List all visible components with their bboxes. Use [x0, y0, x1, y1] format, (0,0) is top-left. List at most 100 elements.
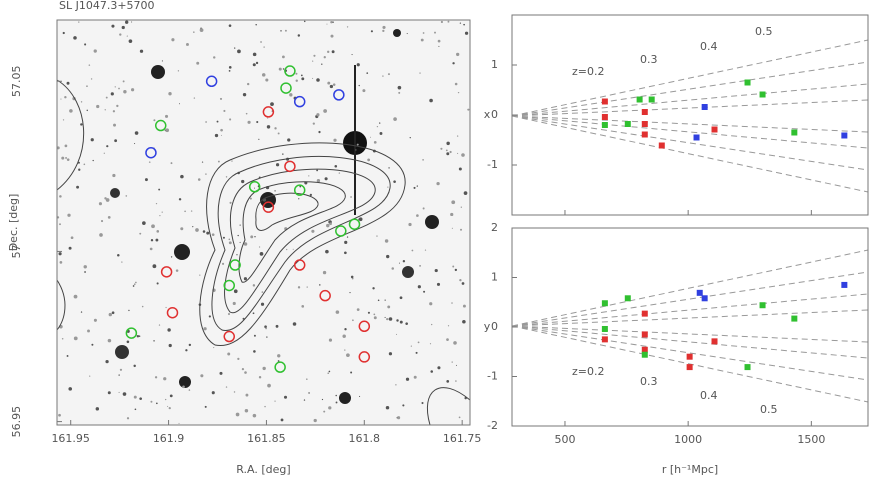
star: [388, 352, 393, 356]
star: [227, 352, 231, 356]
star: [406, 33, 408, 35]
star: [335, 310, 340, 314]
star: [398, 262, 401, 264]
star: [460, 228, 463, 231]
star: [114, 86, 116, 88]
star: [116, 104, 119, 108]
star: [259, 252, 264, 256]
star: [225, 386, 228, 388]
star: [398, 91, 401, 94]
star: [93, 318, 97, 322]
star: [277, 360, 280, 362]
star: [125, 195, 128, 197]
star: [373, 140, 377, 144]
star: [180, 227, 184, 231]
star: [125, 20, 129, 24]
galaxy-point: [696, 289, 703, 296]
star: [64, 144, 68, 148]
y-tick-label: 1: [491, 271, 498, 284]
star: [377, 299, 380, 302]
star: [445, 149, 448, 152]
star: [202, 230, 206, 233]
x-tick-label: 161.85: [247, 432, 286, 445]
star: [286, 248, 288, 251]
star: [73, 336, 78, 341]
star: [397, 416, 401, 420]
star: [458, 416, 461, 419]
star: [170, 162, 173, 165]
star: [177, 70, 180, 72]
star: [130, 88, 135, 92]
star: [70, 236, 74, 240]
star: [178, 422, 180, 424]
star: [325, 249, 329, 254]
star: [316, 179, 321, 183]
star: [110, 92, 114, 96]
star: [461, 153, 465, 157]
star: [295, 79, 298, 82]
star: [59, 223, 61, 226]
galaxy-point: [701, 295, 708, 302]
star: [59, 261, 63, 264]
star: [66, 158, 70, 161]
star: [429, 343, 432, 345]
star: [61, 337, 64, 340]
galaxy-marker: [248, 181, 261, 193]
star: [330, 21, 333, 24]
galaxy-marker: [284, 160, 296, 173]
star: [149, 247, 153, 251]
star: [241, 179, 245, 184]
star: [118, 87, 120, 90]
star: [104, 197, 107, 200]
star: [373, 316, 377, 320]
star: [446, 152, 450, 156]
star: [87, 329, 90, 333]
galaxy-point: [601, 336, 608, 343]
star: [134, 408, 137, 411]
star: [313, 54, 316, 57]
star: [61, 156, 65, 160]
x-tick-label: 1500: [797, 433, 825, 446]
star: [462, 304, 466, 308]
star: [260, 41, 262, 43]
galaxy-point: [759, 91, 766, 98]
star: [328, 406, 332, 410]
star: [80, 311, 83, 313]
star: [316, 113, 320, 117]
star: [228, 241, 232, 245]
star: [153, 340, 155, 342]
x-axis-label: R.A. [deg]: [236, 463, 290, 476]
star: [309, 193, 313, 197]
redshift-label: 0.5: [755, 25, 773, 38]
star: [437, 366, 441, 370]
star: [92, 159, 94, 162]
star: [168, 406, 171, 410]
star: [90, 78, 93, 80]
star: [376, 235, 378, 237]
star: [366, 72, 369, 74]
star: [321, 398, 324, 401]
star: [252, 52, 257, 57]
star: [165, 128, 170, 133]
star: [156, 402, 158, 405]
star: [91, 343, 94, 346]
star: [399, 296, 403, 300]
star: [217, 160, 220, 163]
star: [203, 327, 207, 331]
star: [266, 336, 268, 338]
star: [126, 35, 128, 37]
star: [323, 56, 326, 59]
star: [265, 327, 267, 330]
galaxy-marker: [205, 75, 218, 88]
star: [62, 31, 65, 35]
star: [188, 343, 192, 347]
star: [388, 167, 390, 169]
star: [316, 169, 319, 172]
star: [280, 30, 282, 32]
star: [241, 368, 245, 371]
star: [355, 149, 357, 151]
star: [417, 285, 421, 289]
star: [255, 61, 259, 65]
plot-frame: [511, 227, 869, 427]
star: [334, 164, 338, 168]
